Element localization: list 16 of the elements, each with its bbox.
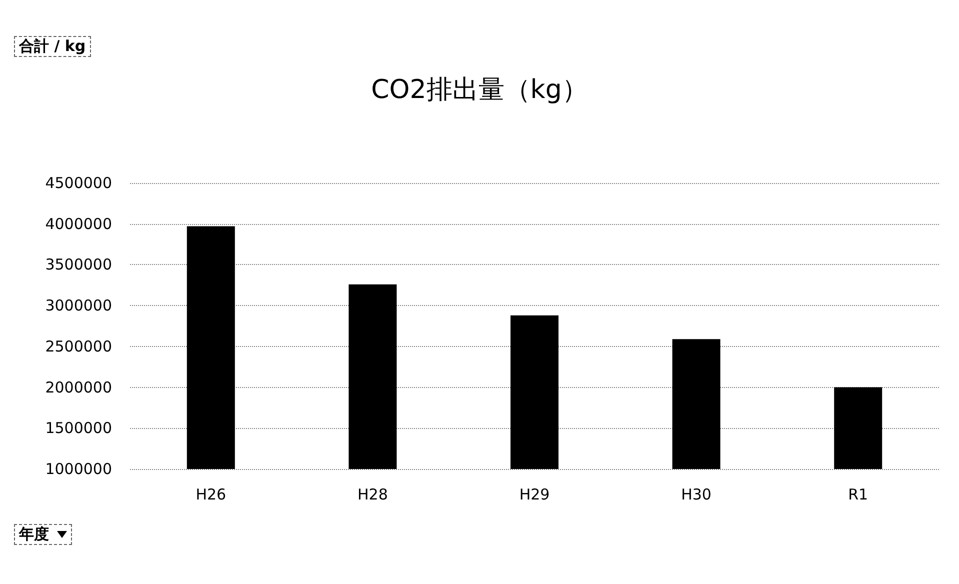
y-tick-label: 3500000: [45, 256, 112, 274]
x-tick-label: R1: [848, 486, 868, 504]
x-tick-label: H29: [519, 486, 550, 504]
text: 年度: [19, 525, 49, 544]
y-tick-label: 4500000: [45, 174, 112, 192]
y-tick-label: 4000000: [45, 214, 112, 233]
text: 合計 / kg: [19, 37, 86, 56]
chart-title: CO2排出量（kg）: [371, 75, 588, 105]
y-tick-label: 2000000: [45, 378, 112, 396]
x-tick-label: H28: [358, 486, 388, 504]
x-tick-label: H26: [196, 486, 226, 504]
y-tick-label: 3000000: [45, 296, 112, 315]
x-tick-label: H30: [681, 486, 712, 504]
y-tick-label: 1000000: [45, 460, 112, 478]
y-tick-label: 1500000: [45, 419, 112, 438]
y-tick-label: 2500000: [45, 337, 112, 356]
